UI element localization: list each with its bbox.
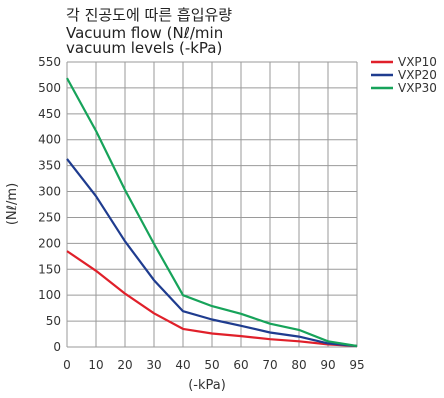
y-tick-label: 150: [38, 262, 61, 276]
y-tick-label: 350: [38, 159, 61, 173]
series-line-vxp30: [66, 77, 358, 348]
x-tick-label: 50: [204, 358, 219, 372]
x-tick-label: 70: [262, 358, 277, 372]
y-tick-label: 200: [38, 236, 61, 250]
legend-label: VXP10: [398, 55, 437, 69]
y-tick-label: 400: [38, 133, 61, 147]
series-line-vxp20: [66, 158, 358, 348]
x-tick-label: 80: [291, 358, 306, 372]
x-tick-label: 40: [175, 358, 190, 372]
x-tick-label: 95: [349, 358, 364, 372]
x-tick-label: 0: [63, 358, 71, 372]
x-axis-label: (-kPa): [188, 378, 226, 393]
x-tick-labels: 0 10 20 30 40 50 60 70 80 90 95: [63, 358, 364, 372]
legend-label: VXP30: [398, 81, 437, 95]
y-tick-label: 250: [38, 210, 61, 224]
series-line-vxp10: [66, 250, 358, 348]
y-tick-label: 0: [53, 340, 61, 354]
x-tick-label: 30: [146, 358, 161, 372]
y-tick-label: 500: [38, 81, 61, 95]
y-axis-label: (Nℓ/m): [5, 183, 20, 225]
y-tick-labels: 0 50 100 150 200 250 300 350 400 450 500 550: [38, 55, 61, 354]
chart-title-line-2: Vacuum flow (Nℓ/min: [66, 24, 224, 42]
y-tick-label: 50: [46, 314, 61, 328]
y-tick-label: 100: [38, 288, 61, 302]
x-tick-label: 20: [117, 358, 132, 372]
x-tick-label: 60: [233, 358, 248, 372]
y-tick-label: 300: [38, 185, 61, 199]
series-lines: [66, 77, 358, 348]
x-tick-label: 90: [320, 358, 335, 372]
legend-label: VXP20: [398, 68, 437, 82]
y-tick-label: 450: [38, 107, 61, 121]
x-tick-label: 10: [88, 358, 103, 372]
chart-title-korean: 각 진공도에 따른 흡입유량: [66, 6, 233, 24]
grid: [66, 61, 358, 348]
chart-title-line-3: vacuum levels (-kPa): [66, 39, 223, 57]
y-tick-label: 550: [38, 55, 61, 69]
